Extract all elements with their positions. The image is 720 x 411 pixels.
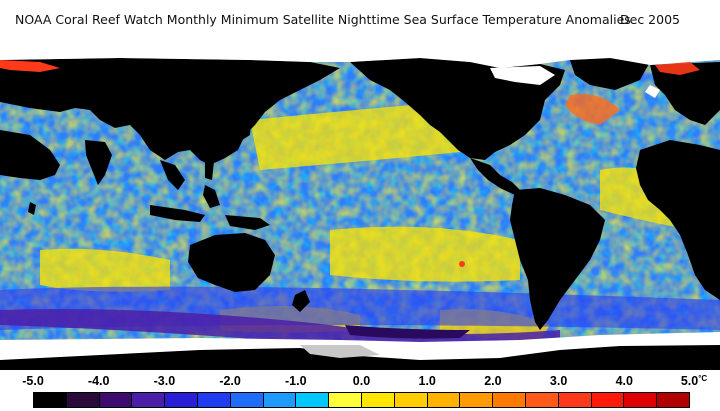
colorbar-cell [361, 393, 395, 407]
colorbar-cell [329, 393, 362, 407]
southern-cold-anomaly [0, 309, 560, 352]
tick-label: -1.0 [285, 374, 307, 388]
tick-label: -4.0 [87, 374, 110, 388]
sea-ice [0, 40, 720, 360]
map-title-bar: NOAA Coral Reef Watch Monthly Minimum Sa… [0, 0, 720, 40]
philippines [205, 150, 215, 180]
new-zealand [292, 290, 310, 312]
new-guinea [225, 215, 270, 230]
colorbar-cell [591, 393, 625, 407]
india [85, 140, 112, 185]
central-america [470, 158, 520, 195]
colorbar-cell [525, 393, 559, 407]
tick-label: -2.0 [219, 374, 241, 388]
colorbar [33, 392, 690, 408]
colorbar-cell [296, 393, 330, 407]
colorbar-cell [657, 393, 689, 407]
tick-label: 4.0 [615, 374, 633, 388]
eurasia [0, 58, 340, 165]
colorbar-cell [493, 393, 526, 407]
tick-label: 3.0 [549, 374, 568, 388]
colorbar-cell [558, 393, 592, 407]
japan [238, 110, 252, 140]
colorbar-cell [460, 393, 494, 407]
deep-cold-patch [345, 325, 470, 339]
north-america [350, 58, 565, 160]
africa-east-edge [0, 140, 12, 175]
sst-anomaly-map [0, 40, 720, 370]
colorbar-cell [197, 393, 231, 407]
colorbar-cell [427, 393, 461, 407]
tick-label: 1.0 [418, 374, 436, 388]
colorbar-cell [394, 393, 428, 407]
tick-label: 0.0 [352, 374, 371, 388]
borneo [203, 185, 220, 208]
colorbar-cell [99, 393, 133, 407]
australia [188, 233, 275, 292]
tick-label-max: 5.0°C [681, 374, 707, 388]
colorbar-cell [230, 393, 264, 407]
sri-lanka [28, 202, 36, 215]
tick-label: 5.0 [680, 374, 699, 388]
colorbar-cell [132, 393, 166, 407]
arctic-warm-edge-right [655, 62, 700, 75]
europe-right [650, 62, 720, 125]
arctic-warm-edge [0, 60, 60, 72]
south-america [510, 188, 605, 330]
map-title: NOAA Coral Reef Watch Monthly Minimum Sa… [15, 12, 631, 27]
unit-label: °C [698, 374, 708, 383]
map-date: Dec 2005 [620, 12, 680, 27]
colorbar-cell [34, 393, 67, 407]
colorbar-cell [624, 393, 658, 407]
colorbar-cell [165, 393, 198, 407]
tick-label: -5.0 [22, 374, 44, 388]
colorbar-cell [66, 393, 100, 407]
tick-label: 2.0 [484, 374, 502, 388]
arabia-india [0, 130, 60, 180]
tick-label: -3.0 [153, 374, 176, 388]
africa [636, 140, 720, 300]
greenland [570, 58, 650, 90]
colorbar-tick-labels: -5.0 -4.0 -3.0 -2.0 -1.0 0.0 1.0 2.0 3.0… [0, 374, 720, 392]
hot-spot [459, 261, 465, 267]
indochina [160, 160, 185, 190]
north-atlantic-warm [565, 94, 620, 125]
indonesia [150, 205, 205, 222]
colorbar-cell [263, 393, 297, 407]
